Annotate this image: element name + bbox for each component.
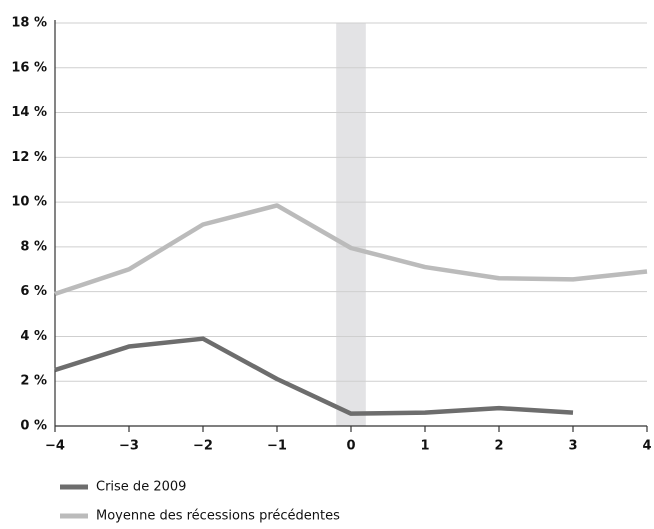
series-line <box>54 336 574 416</box>
x-tick-label: 0 <box>346 439 355 454</box>
y-tick-label: 6 % <box>20 284 47 299</box>
y-tick-label: 4 % <box>20 329 47 344</box>
series-line <box>54 203 648 297</box>
legend-label: Crise de 2009 <box>96 480 186 495</box>
x-tick-label: 2 <box>494 439 503 454</box>
y-tick-label: 12 % <box>11 150 47 165</box>
y-tick-label: 0 % <box>20 419 47 434</box>
x-tick-label: −4 <box>45 439 65 454</box>
x-tick-label: −1 <box>267 439 287 454</box>
y-tick-label: 16 % <box>11 60 47 75</box>
y-tick-label: 18 % <box>11 16 47 31</box>
y-tick-label: 8 % <box>20 239 47 254</box>
y-tick-label: 14 % <box>11 105 47 120</box>
y-tick-label: 2 % <box>20 374 47 389</box>
x-tick-label: 3 <box>568 439 577 454</box>
y-tick-label: 10 % <box>11 195 47 210</box>
x-tick-label: 4 <box>642 439 651 454</box>
x-tick-label: 1 <box>420 439 429 454</box>
x-tick-label: −3 <box>119 439 139 454</box>
legend-label: Moyenne des récessions précédentes <box>96 509 340 524</box>
shaded-band <box>336 23 366 426</box>
x-tick-label: −2 <box>193 439 213 454</box>
